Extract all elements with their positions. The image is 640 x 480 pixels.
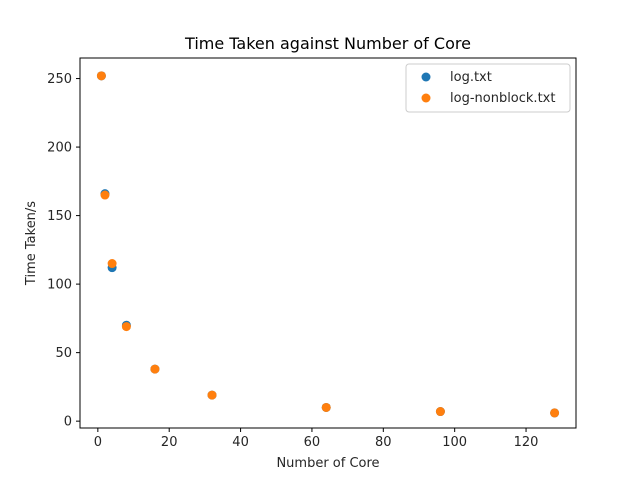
y-tick-label: 250 (47, 72, 72, 87)
data-point-series-2 (107, 259, 117, 269)
chart-title: Time Taken against Number of Core (184, 34, 471, 53)
y-tick-label: 0 (64, 415, 72, 430)
data-point-series-2 (207, 390, 217, 400)
y-tick-label: 100 (47, 278, 72, 293)
legend-box (405, 63, 571, 113)
y-axis: 0 50 100 150 200 250 (47, 72, 80, 430)
y-axis-title: Time Taken/s (24, 201, 39, 286)
data-point-series-2 (121, 322, 131, 332)
legend-label-log: log.txt (450, 70, 492, 85)
data-point-series-2 (150, 364, 160, 374)
data-point-series-2 (96, 71, 106, 81)
x-axis-title: Number of Core (276, 456, 379, 471)
legend-marker-log (421, 72, 431, 82)
data-point-series-2 (100, 190, 110, 200)
plot-area-frame (79, 57, 577, 429)
y-tick-label: 150 (47, 209, 72, 224)
x-tick-label: 60 (304, 435, 321, 450)
x-tick-label: 100 (442, 435, 467, 450)
legend: log.txt log-nonblock.txt (405, 63, 571, 113)
x-tick-label: 80 (375, 435, 392, 450)
y-tick-label: 200 (47, 141, 72, 156)
x-axis: 0 20 40 60 80 100 120 (94, 428, 539, 450)
data-point-series-2 (321, 402, 331, 412)
x-tick-label: 120 (514, 435, 539, 450)
data-points (96, 71, 560, 418)
data-point-series-2 (435, 407, 445, 417)
legend-label-log-nonblock: log-nonblock.txt (450, 91, 555, 106)
legend-marker-log-nonblock (421, 93, 431, 103)
x-tick-label: 40 (232, 435, 249, 450)
x-tick-label: 0 (94, 435, 102, 450)
data-point-series-2 (550, 408, 560, 418)
y-tick-label: 50 (55, 346, 72, 361)
x-tick-label: 20 (161, 435, 178, 450)
